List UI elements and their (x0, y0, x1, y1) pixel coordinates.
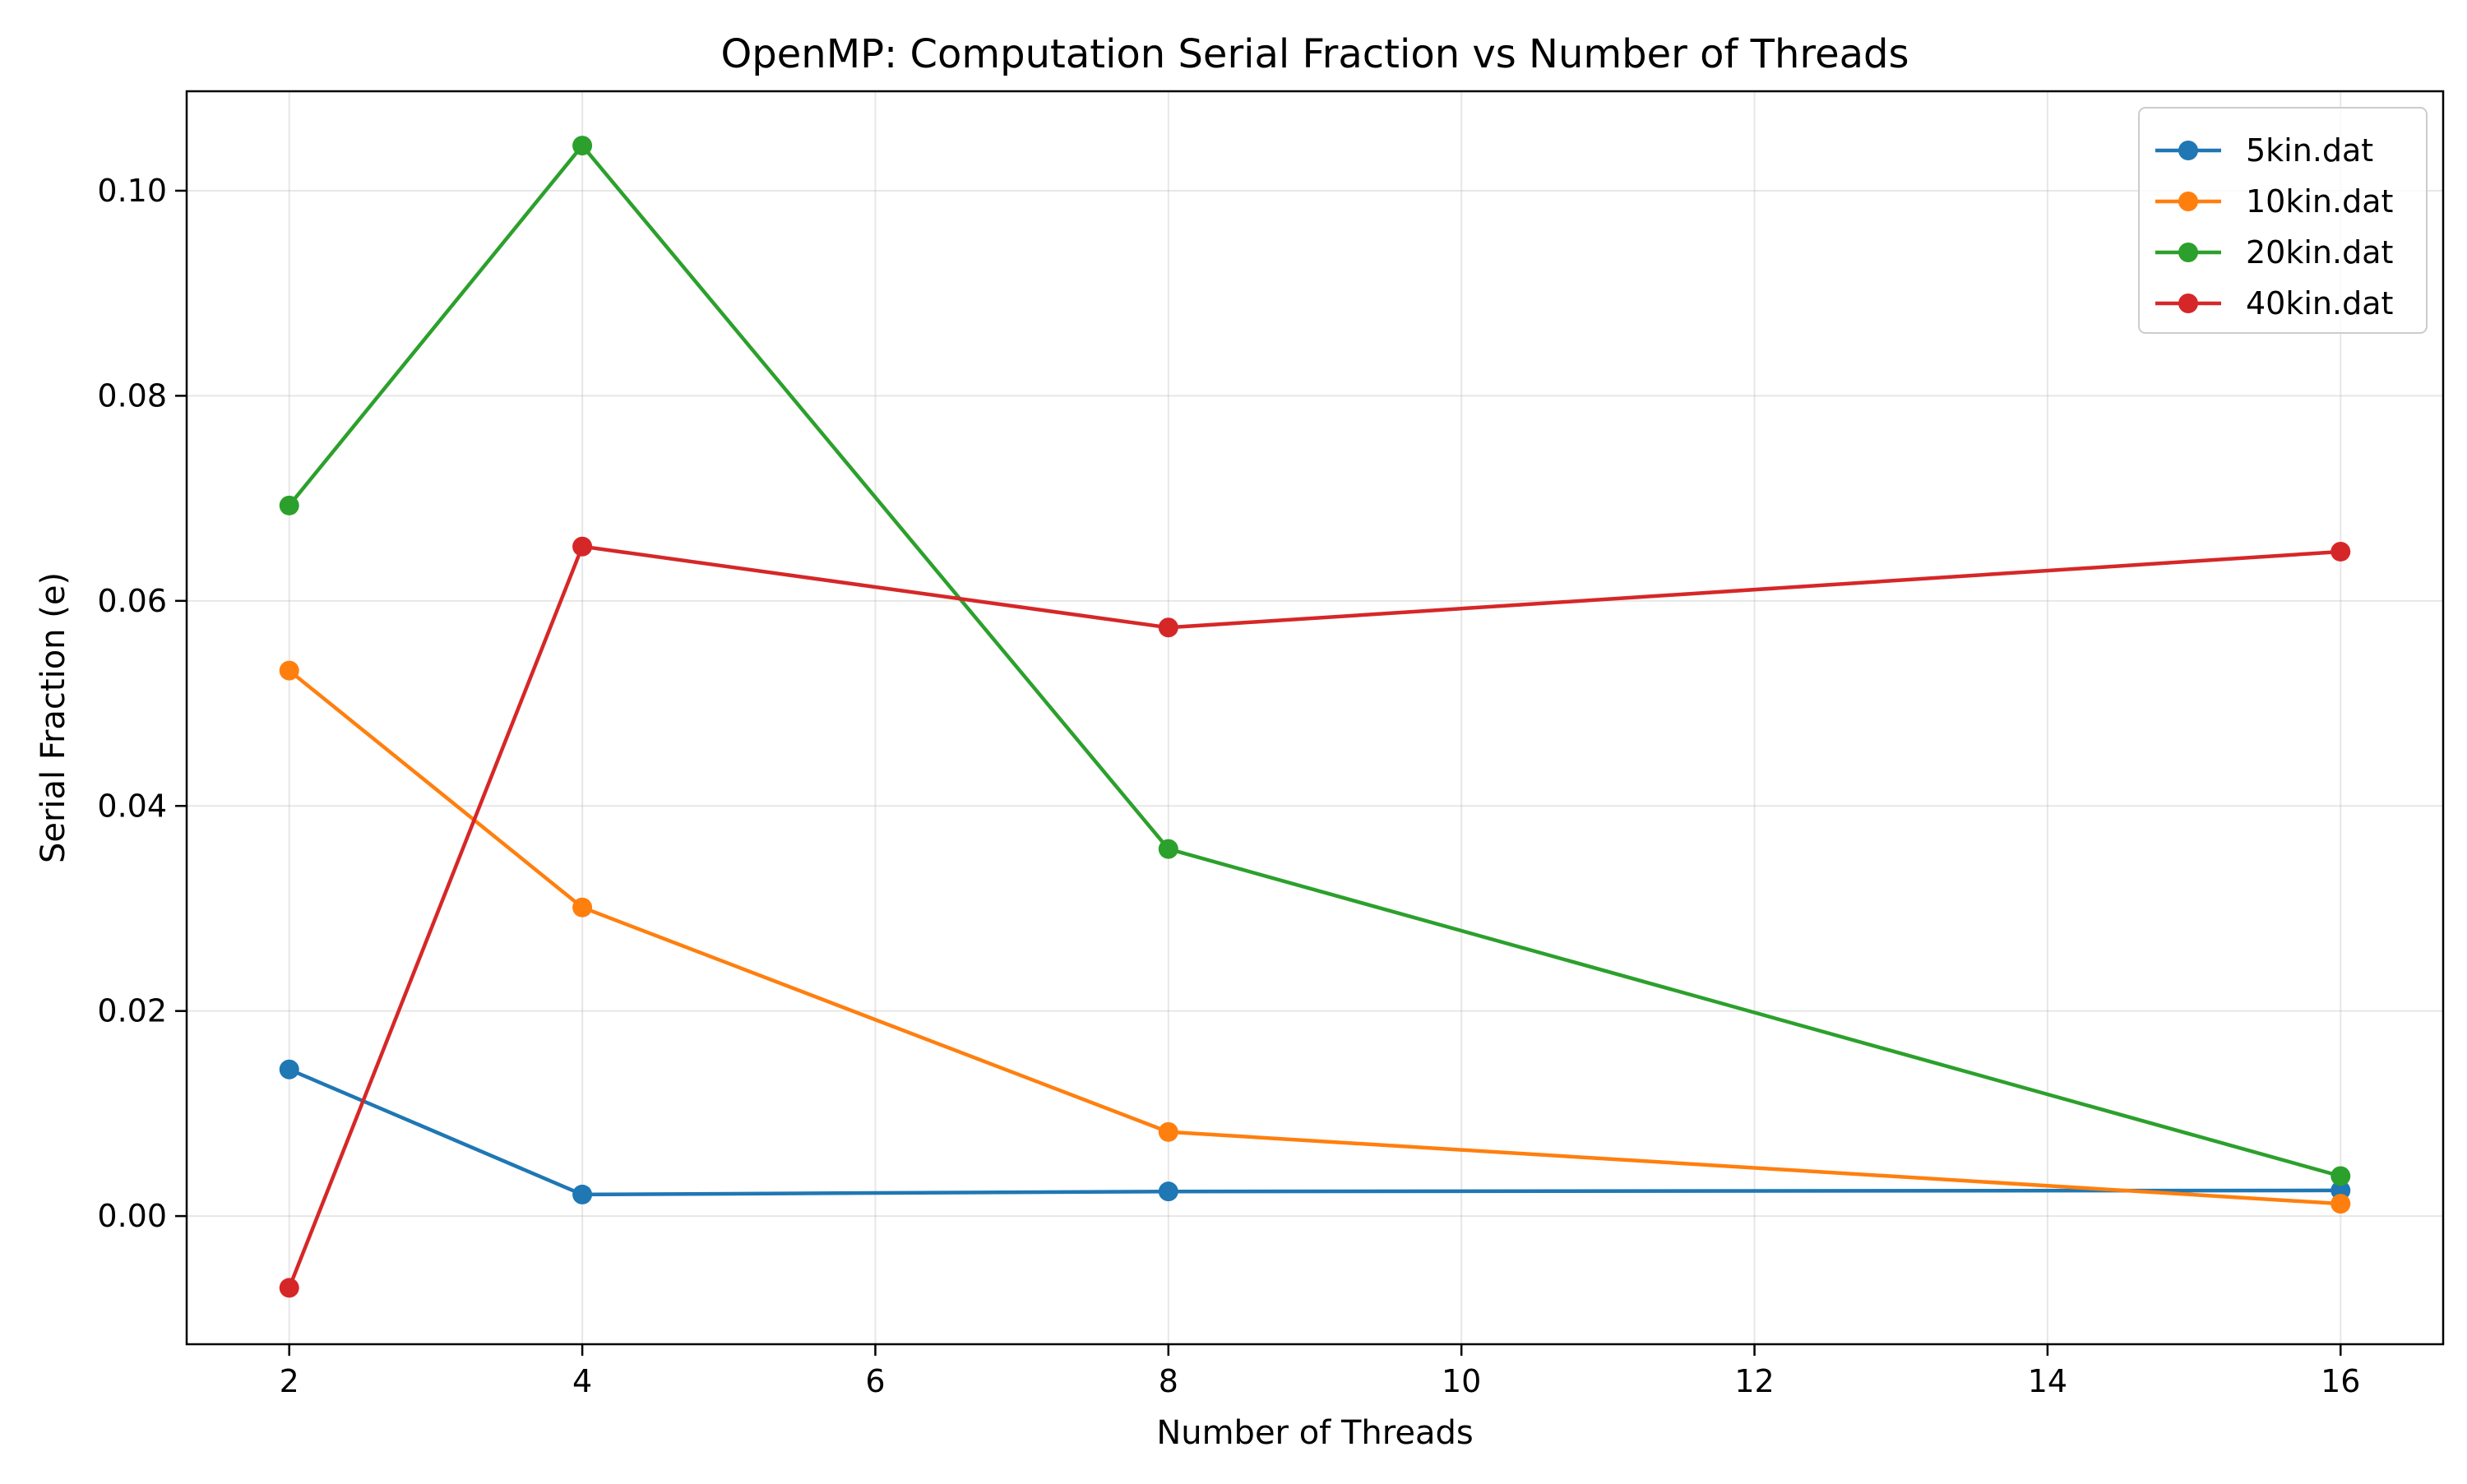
legend-swatch-marker (2178, 294, 2198, 313)
series-10kin.dat (279, 660, 2351, 1214)
legend-label: 20kin.dat (2246, 234, 2393, 270)
y-tick-label: 0.10 (97, 173, 167, 209)
data-point (2330, 541, 2351, 562)
legend-label: 40kin.dat (2246, 285, 2393, 321)
x-tick-label: 4 (572, 1363, 592, 1399)
data-point (1158, 1181, 1178, 1202)
series-line (286, 1066, 2343, 1197)
axes-layer: 2 4 6 8 10 12 14 16 0.00 0.02 0.04 0.06 0.08 0.10 (97, 173, 2360, 1399)
x-tick-label: 14 (2028, 1363, 2067, 1399)
y-axis-title: Serial Fraction (e) (35, 572, 72, 863)
x-tick-label: 16 (2321, 1363, 2360, 1399)
series-line (286, 668, 2343, 1206)
legend-box (2138, 107, 2428, 334)
series-layer (279, 136, 2351, 1298)
series-20kin.dat (279, 136, 2351, 1186)
plot-area-frame (185, 90, 2445, 1346)
x-tick-label: 6 (865, 1363, 885, 1399)
legend: 5kin.dat 10kin.dat 20kin.dat 40kin.dat (2138, 107, 2428, 334)
data-point (2330, 1166, 2351, 1186)
y-tick-label: 0.04 (97, 788, 167, 824)
data-point (1158, 1121, 1178, 1142)
series-line (286, 143, 2344, 1179)
y-tick-label: 0.00 (97, 1198, 167, 1234)
y-tick-label: 0.08 (97, 377, 167, 414)
data-point (279, 495, 299, 515)
data-point (572, 536, 593, 557)
data-point (572, 1184, 593, 1204)
chart-title: OpenMP: Computation Serial Fraction vs N… (720, 31, 1909, 77)
x-axis-title: Number of Threads (1156, 1414, 1473, 1452)
x-tick-label: 12 (1734, 1363, 1774, 1399)
data-point (279, 660, 299, 681)
x-tick-label: 10 (1442, 1363, 1481, 1399)
y-tick-label: 0.06 (97, 583, 167, 619)
legend-label: 10kin.dat (2246, 183, 2393, 220)
data-point (1158, 839, 1178, 859)
x-tick-label: 2 (280, 1363, 299, 1399)
x-tick-label: 8 (1159, 1363, 1178, 1399)
y-tick-label: 0.02 (97, 993, 167, 1029)
series-line (286, 544, 2343, 1291)
data-point (572, 897, 593, 918)
legend-label: 5kin.dat (2246, 132, 2373, 169)
legend-item: 20kin.dat (2155, 234, 2393, 270)
data-point (1158, 617, 1178, 638)
legend-swatch-marker (2178, 192, 2198, 211)
legend-swatch-marker (2178, 243, 2198, 262)
data-point (2330, 1194, 2351, 1214)
legend-item: 40kin.dat (2155, 285, 2393, 321)
data-point (279, 1059, 299, 1079)
data-point (279, 1278, 299, 1298)
legend-item: 5kin.dat (2155, 132, 2373, 169)
series-40kin.dat (279, 536, 2351, 1298)
legend-item: 10kin.dat (2155, 183, 2393, 220)
legend-swatch-marker (2178, 141, 2198, 160)
data-point (572, 136, 593, 156)
